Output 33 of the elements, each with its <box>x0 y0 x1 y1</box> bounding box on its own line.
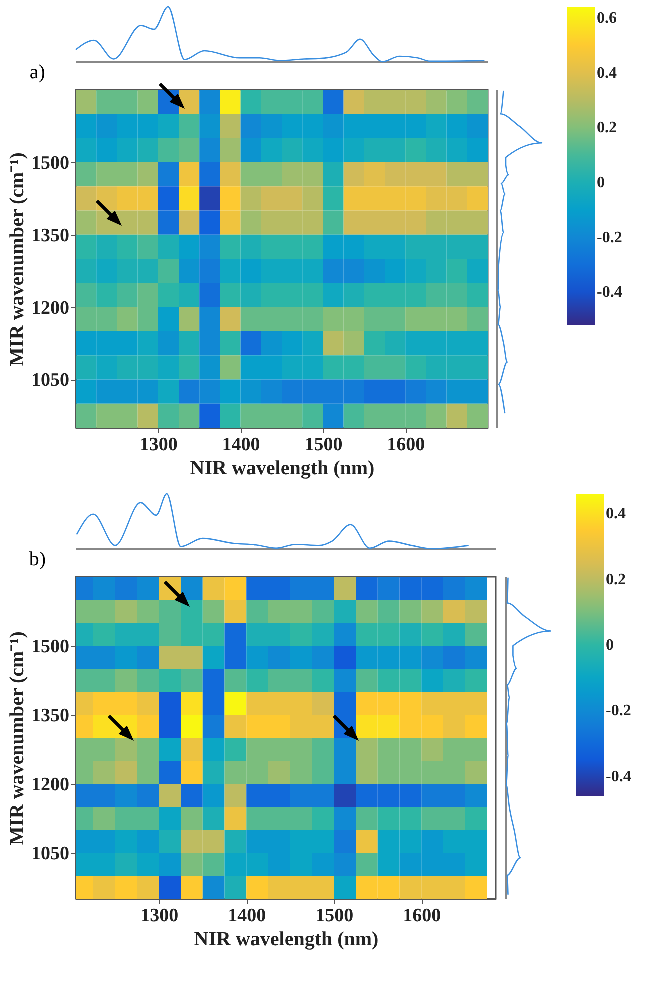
y-tick-label: 1050 <box>32 370 70 392</box>
x-tick-label: 1400 <box>228 906 266 926</box>
color-bar-label: 0.2 <box>606 571 626 588</box>
y-axis-title: MIR wavenumber (cm⁻¹) <box>6 632 28 846</box>
x-tick-label: 1300 <box>140 906 179 926</box>
y-tick-label: 1050 <box>32 844 70 864</box>
x-tick-label: 1600 <box>387 434 426 456</box>
x-tick-label: 1300 <box>140 434 178 456</box>
x-tick-label: 1400 <box>222 434 260 456</box>
color-bar-label: 0 <box>597 174 605 192</box>
y-tick-label: 1200 <box>32 298 70 319</box>
color-bar-label: 0.4 <box>606 506 626 523</box>
color-bar-label: -0.2 <box>606 702 632 720</box>
x-tick-label: 1600 <box>403 906 442 926</box>
color-bar-label: 0.6 <box>597 10 617 27</box>
x-tick-label: 1500 <box>304 434 343 456</box>
color-bar-label: -0.4 <box>606 768 632 786</box>
y-tick-label: 1350 <box>32 225 70 246</box>
x-tick-label: 1500 <box>316 906 354 926</box>
text: b) <box>29 548 46 571</box>
y-tick-label: 1500 <box>32 636 70 658</box>
x-axis-title: NIR wavelength (nm) <box>190 458 375 480</box>
text: a) <box>30 62 46 84</box>
color-bar-label: -0.2 <box>597 229 622 246</box>
color-bar-label: 0.4 <box>597 64 617 82</box>
color-bar-label: 0.2 <box>597 120 617 137</box>
x-axis-title: NIR wavelength (nm) <box>194 928 379 950</box>
y-tick-label: 1200 <box>32 774 70 796</box>
y-tick-label: 1500 <box>32 152 70 174</box>
y-axis-title: MIR wavenumber (cm⁻¹) <box>6 152 28 366</box>
y-tick-label: 1350 <box>32 706 70 726</box>
color-bar-label: -0.4 <box>597 284 622 302</box>
color-bar-label: 0 <box>606 637 614 654</box>
